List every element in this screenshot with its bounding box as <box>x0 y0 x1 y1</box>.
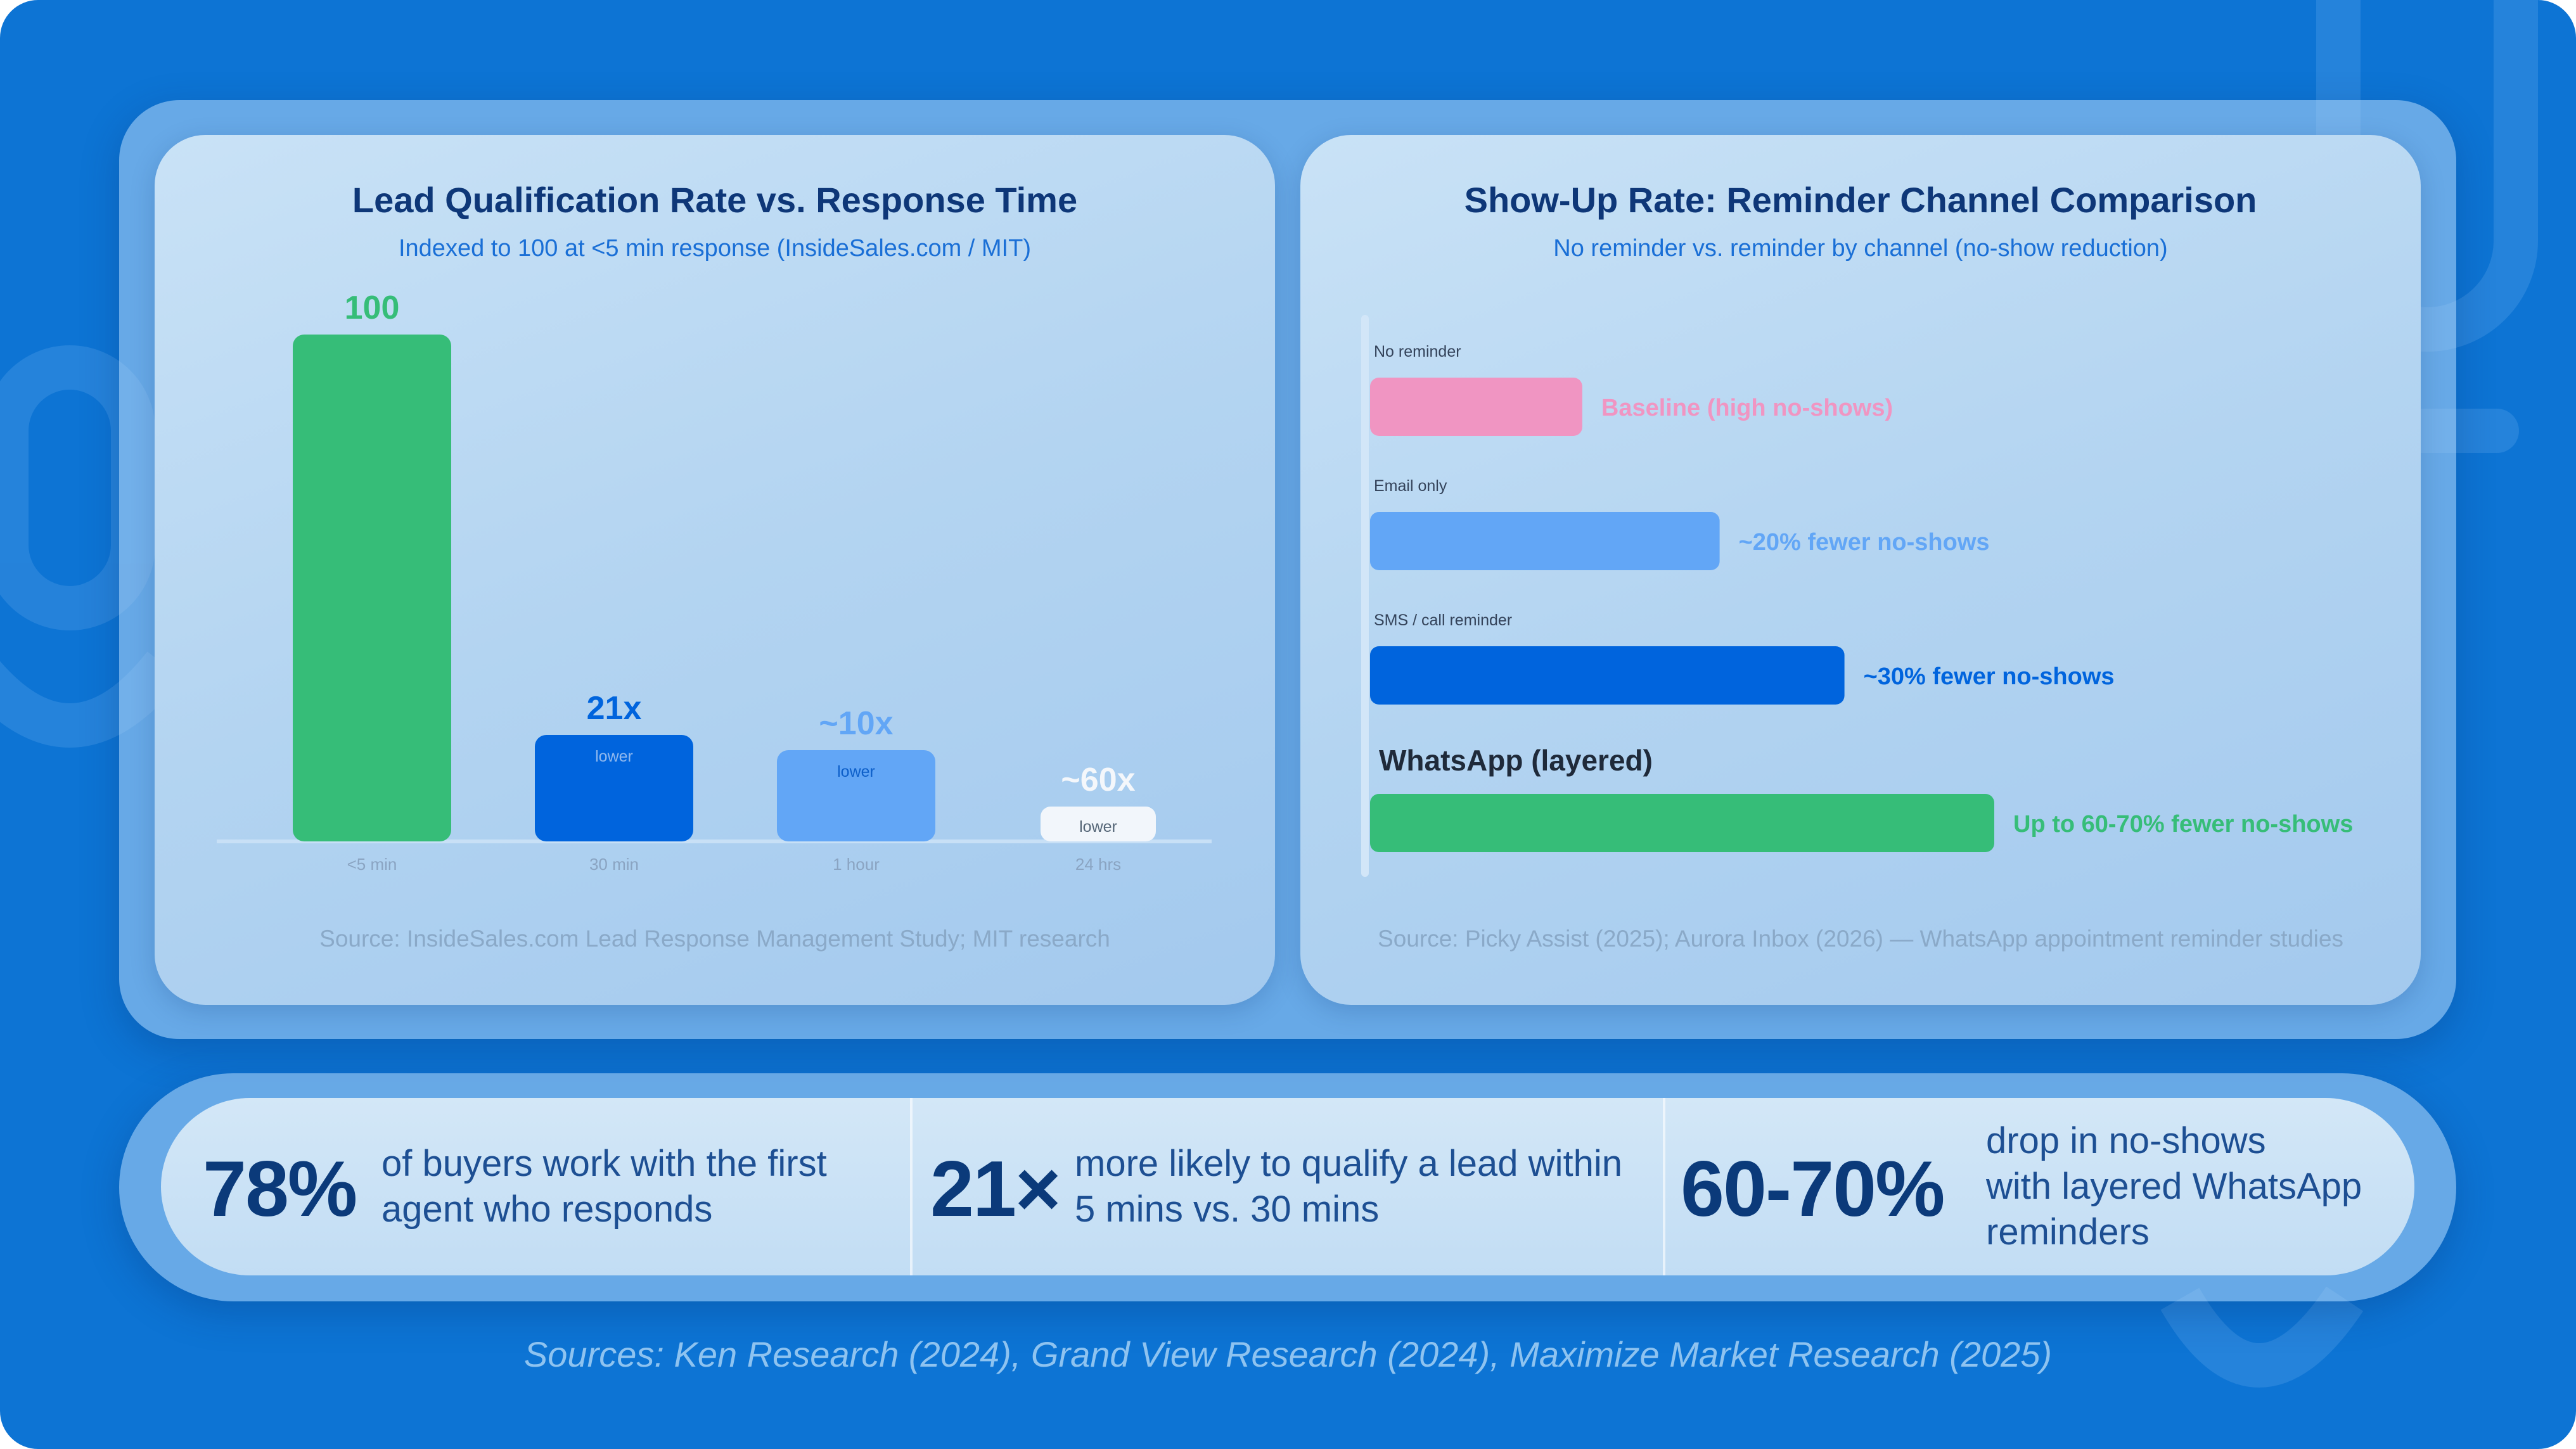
stat-line: with layered WhatsApp <box>1986 1166 2362 1207</box>
lead-qualification-card: Lead Qualification Rate vs. Response Tim… <box>155 135 1275 1005</box>
bar <box>1370 646 1845 705</box>
bar-inner-label: lower <box>837 763 875 781</box>
data-label: ~10x <box>819 705 893 742</box>
bar <box>293 335 451 841</box>
stat-line: 5 mins vs. 30 mins <box>1075 1189 1380 1230</box>
reminder-channel-bar-chart: No reminder Baseline (high no-shows) Email… <box>1361 315 2353 877</box>
stat-divider <box>910 1098 913 1275</box>
stat-description: of buyers work with the first agent who … <box>381 1141 827 1232</box>
chart-title: Lead Qualification Rate vs. Response Tim… <box>352 180 1078 220</box>
show-up-rate-card: Show-Up Rate: Reminder Channel Compariso… <box>1300 135 2421 1005</box>
stat-description: more likely to qualify a lead within 5 m… <box>1075 1141 1622 1232</box>
stat-line: agent who responds <box>381 1189 713 1230</box>
chart-source: Source: Picky Assist (2025); Aurora Inbo… <box>1378 926 2343 952</box>
stat-description: drop in no-shows with layered WhatsApp r… <box>1986 1118 2362 1255</box>
chart-title: Show-Up Rate: Reminder Channel Compariso… <box>1464 180 2257 220</box>
data-label: 100 <box>345 290 400 326</box>
mic-icon-left <box>0 345 155 630</box>
stat-line: reminders <box>1986 1211 2150 1253</box>
stat-value: 78% <box>203 1146 357 1233</box>
bar <box>1370 794 1994 852</box>
chart-subtitle: No reminder vs. reminder by channel (no-… <box>1553 235 2168 262</box>
category-label: No reminder <box>1374 343 1461 361</box>
stat-line: more likely to qualify a lead within <box>1075 1143 1622 1184</box>
value-label: ~20% fewer no-shows <box>1739 529 1990 556</box>
sources-footer: Sources: Ken Research (2024), Grand View… <box>523 1334 2053 1374</box>
bar-inner-label: lower <box>595 748 633 765</box>
value-label: Baseline (high no-shows) <box>1601 395 1893 421</box>
data-label: ~60x <box>1061 762 1135 798</box>
stats-strip: 78% of buyers work with the first agent … <box>161 1098 2414 1275</box>
stat-line: drop in no-shows <box>1986 1120 2266 1161</box>
category-label: WhatsApp (layered) <box>1379 744 1653 777</box>
stat-value: 21× <box>930 1146 1061 1233</box>
stat-line: of buyers work with the first <box>381 1143 827 1184</box>
stat-divider <box>1663 1098 1665 1275</box>
category-label: Email only <box>1374 477 1447 495</box>
x-tick-label: <5 min <box>347 855 397 874</box>
chart-subtitle: Indexed to 100 at <5 min response (Insid… <box>398 235 1031 262</box>
data-label: 21x <box>587 690 642 727</box>
bar-inner-label: lower <box>1079 818 1117 836</box>
stat-value: 60-70% <box>1681 1146 1945 1233</box>
x-tick-label: 30 min <box>589 855 639 874</box>
bar <box>535 735 693 841</box>
bar <box>777 750 935 841</box>
bar <box>1370 378 1582 436</box>
value-label: ~30% fewer no-shows <box>1864 663 2115 690</box>
mic-stand-bottom-right <box>2160 1286 2364 1388</box>
chart-source: Source: InsideSales.com Lead Response Ma… <box>319 926 1110 952</box>
x-tick-label: 24 hrs <box>1075 855 1121 874</box>
bar <box>1370 512 1720 570</box>
x-tick-label: 1 hour <box>833 855 880 874</box>
lead-qualification-bar-chart: 100 <5 min 21x lower 30 min ~10x lower 1 hour ~6… <box>217 290 1212 874</box>
value-label: Up to 60-70% fewer no-shows <box>2013 811 2353 838</box>
bar <box>1041 807 1156 841</box>
category-label: SMS / call reminder <box>1374 611 1512 629</box>
